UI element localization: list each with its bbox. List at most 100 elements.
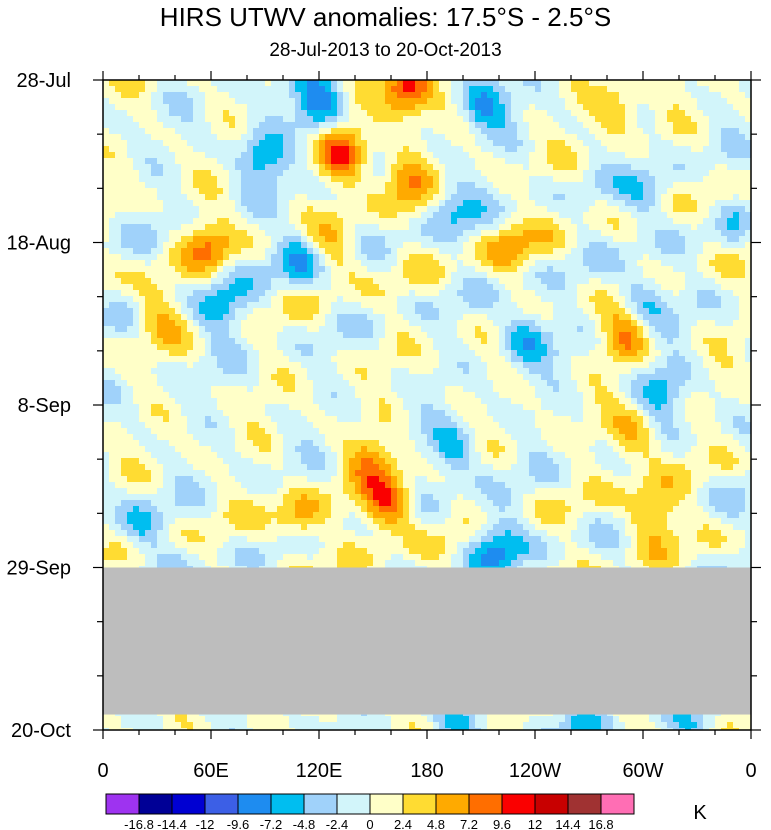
field-cell — [319, 296, 326, 303]
field-cell — [433, 266, 440, 273]
field-cell — [451, 92, 458, 99]
field-cell — [733, 332, 740, 339]
field-cell — [127, 80, 134, 87]
field-cell — [235, 128, 242, 135]
field-cell — [187, 158, 194, 165]
field-cell — [169, 236, 176, 243]
field-cell — [733, 104, 740, 111]
field-cell — [721, 128, 728, 135]
field-cell — [451, 212, 458, 219]
field-cell — [433, 176, 440, 183]
field-cell — [595, 116, 602, 123]
field-cell — [361, 332, 368, 339]
field-cell — [475, 224, 482, 231]
field-cell — [487, 290, 494, 297]
field-cell — [133, 182, 140, 189]
field-cell — [163, 188, 170, 195]
field-cell — [661, 218, 668, 225]
field-cell — [211, 314, 218, 321]
field-cell — [403, 182, 410, 189]
field-cell — [481, 230, 488, 237]
field-cell — [733, 272, 740, 279]
field-cell — [535, 98, 542, 105]
field-cell — [151, 236, 158, 243]
field-cell — [619, 320, 626, 327]
field-cell — [277, 338, 284, 345]
field-cell — [655, 338, 662, 345]
field-cell — [391, 200, 398, 207]
field-cell — [727, 122, 734, 129]
field-cell — [133, 350, 140, 357]
field-cell — [451, 104, 458, 111]
field-cell — [607, 134, 614, 141]
field-cell — [703, 200, 710, 207]
field-cell — [133, 212, 140, 219]
field-cell — [475, 80, 482, 87]
field-cell — [289, 140, 296, 147]
field-cell — [115, 86, 122, 93]
field-cell — [355, 308, 362, 315]
field-cell — [199, 332, 206, 339]
field-cell — [163, 224, 170, 231]
field-cell — [229, 128, 236, 135]
field-cell — [247, 242, 254, 249]
field-cell — [175, 350, 182, 357]
field-cell — [715, 176, 722, 183]
field-cell — [685, 314, 692, 321]
field-cell — [391, 218, 398, 225]
field-cell — [703, 110, 710, 117]
field-cell — [517, 164, 524, 171]
field-cell — [571, 272, 578, 279]
field-cell — [457, 188, 464, 195]
field-cell — [517, 188, 524, 195]
field-cell — [691, 92, 698, 99]
field-cell — [481, 332, 488, 339]
field-cell — [127, 266, 134, 273]
field-cell — [373, 332, 380, 339]
field-cell — [505, 86, 512, 93]
field-cell — [529, 350, 536, 357]
field-cell — [565, 302, 572, 309]
field-cell — [613, 170, 620, 177]
field-cell — [625, 308, 632, 315]
field-cell — [145, 206, 152, 213]
field-cell — [733, 302, 740, 309]
field-cell — [127, 272, 134, 279]
field-cell — [655, 284, 662, 291]
field-cell — [469, 302, 476, 309]
field-cell — [703, 92, 710, 99]
field-cell — [151, 302, 158, 309]
field-cell — [445, 164, 452, 171]
field-cell — [673, 170, 680, 177]
field-cell — [697, 224, 704, 231]
field-cell — [691, 308, 698, 315]
field-cell — [271, 122, 278, 129]
field-cell — [463, 278, 470, 285]
field-cell — [343, 122, 350, 129]
field-cell — [427, 248, 434, 255]
field-cell — [571, 296, 578, 303]
field-cell — [565, 206, 572, 213]
field-cell — [673, 296, 680, 303]
field-cell — [499, 110, 506, 117]
field-cell — [181, 344, 188, 351]
field-cell — [337, 152, 344, 159]
field-cell — [499, 206, 506, 213]
field-cell — [637, 200, 644, 207]
field-cell — [343, 194, 350, 201]
field-cell — [487, 176, 494, 183]
field-cell — [553, 80, 560, 87]
field-cell — [571, 302, 578, 309]
field-cell — [487, 248, 494, 255]
field-cell — [673, 164, 680, 171]
field-cell — [157, 212, 164, 219]
field-cell — [127, 164, 134, 171]
field-cell — [361, 170, 368, 177]
field-cell — [427, 278, 434, 285]
field-cell — [127, 224, 134, 231]
field-cell — [709, 236, 716, 243]
field-cell — [553, 92, 560, 99]
field-cell — [631, 98, 638, 105]
field-cell — [247, 116, 254, 123]
field-cell — [685, 326, 692, 333]
